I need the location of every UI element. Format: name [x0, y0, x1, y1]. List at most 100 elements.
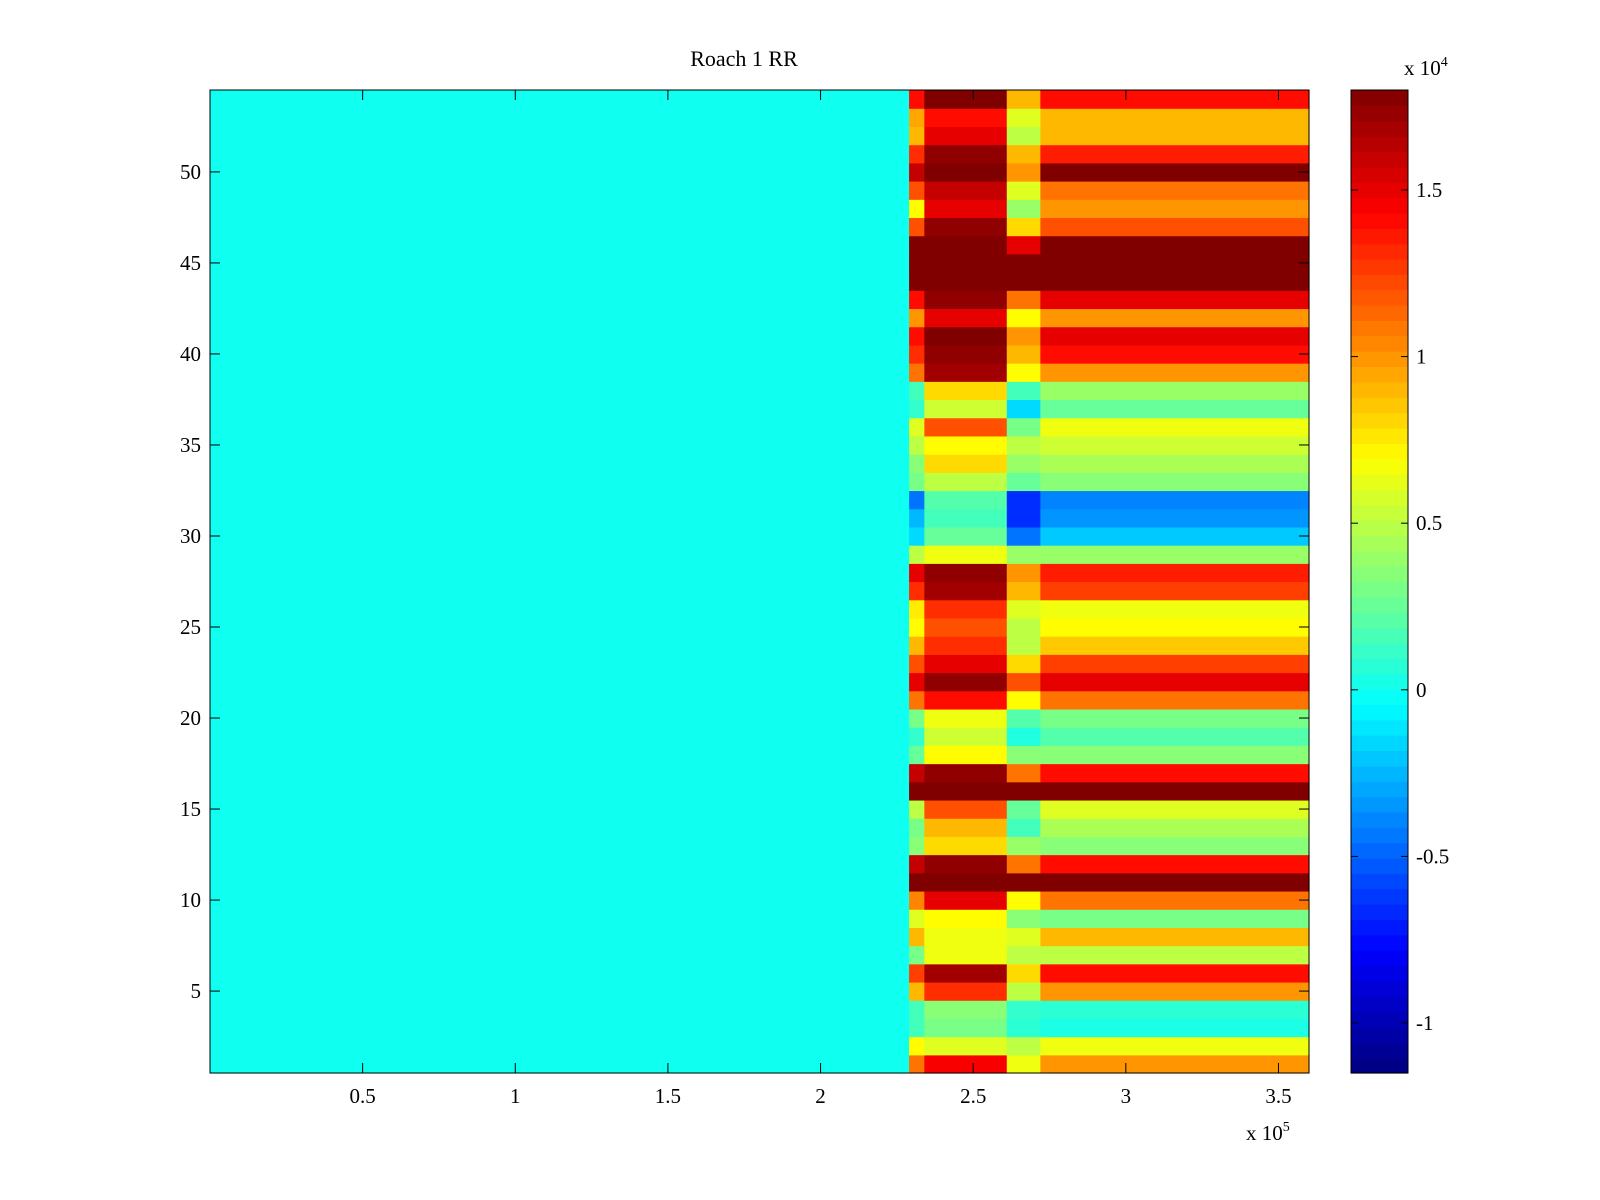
heatmap-cell-row-33-onset — [909, 472, 925, 492]
colorbar-band — [1351, 243, 1408, 260]
heatmap-cell-row-39-onset — [909, 363, 925, 382]
heatmap-cell-row-15-baseline — [210, 799, 910, 819]
heatmap-cell-row-20-transition — [1006, 708, 1041, 728]
heatmap-cell-row-43-late — [1040, 290, 1310, 310]
heatmap-cell-row-16-onset — [909, 781, 925, 801]
heatmap-cell-row-3-late — [1040, 1018, 1310, 1038]
heatmap-cell-row-18-late — [1040, 745, 1310, 765]
heatmap-cell-row-8-early — [924, 927, 1008, 947]
colorbar-band — [1351, 950, 1408, 967]
chart-title: Roach 1 RR — [690, 46, 798, 71]
heatmap-cell-row-36-late — [1040, 417, 1310, 437]
heatmap-cell-row-33-baseline — [210, 472, 910, 492]
heatmap-cell-row-13-baseline — [210, 836, 910, 856]
heatmap-cell-row-41-baseline — [210, 326, 910, 346]
heatmap-cell-row-20-early — [924, 708, 1008, 728]
heatmap-cell-row-14-onset — [909, 818, 925, 837]
heatmap-cell-row-43-baseline — [210, 290, 910, 310]
heatmap-cell-row-51-baseline — [210, 144, 910, 164]
heatmap-cell-row-30-early — [924, 526, 1008, 546]
heatmap-cell-row-2-late — [1040, 1036, 1310, 1056]
heatmap-cell-row-20-late — [1040, 708, 1310, 728]
colorbar-band — [1351, 888, 1408, 905]
heatmap-cell-row-21-transition — [1006, 690, 1041, 710]
heatmap-cell-row-25-early — [924, 617, 1008, 637]
heatmap-cell-row-52-early — [924, 126, 1008, 146]
colorbar-band — [1351, 381, 1408, 398]
colorbar-band — [1351, 873, 1408, 890]
heatmap-cell-row-17-late — [1040, 763, 1310, 783]
colorbar-axis: -1 -0.5 0 0.5 1 1.5 — [1351, 178, 1449, 1035]
heatmap-cell-row-35-baseline — [210, 435, 910, 455]
heatmap-cell-row-34-baseline — [210, 454, 910, 473]
colorbar-band — [1351, 689, 1408, 705]
colorbar-tick-label: -0.5 — [1416, 844, 1449, 868]
heatmap-cell-row-44-transition — [1006, 272, 1041, 291]
heatmap-cell-row-35-onset — [909, 435, 925, 455]
heatmap-cell-row-42-transition — [1006, 308, 1041, 328]
heatmap-cell-row-30-late — [1040, 526, 1310, 546]
heatmap-cell-row-16-early — [924, 781, 1008, 801]
x-tick-label: 2.5 — [960, 1084, 986, 1108]
heatmap-cell-row-48-onset — [909, 199, 925, 219]
heatmap-cell-row-32-onset — [909, 490, 925, 510]
heatmap-cell-row-5-baseline — [210, 981, 910, 1001]
colorbar-tick-label: 0.5 — [1416, 511, 1442, 535]
heatmap-cell-row-18-transition — [1006, 745, 1041, 765]
heatmap-cell-row-21-baseline — [210, 690, 910, 710]
colorbar-band — [1351, 965, 1408, 982]
colorbar-exponent: x 104 — [1404, 55, 1448, 80]
heatmap-cell-row-27-late — [1040, 581, 1310, 601]
heatmap-cell-row-35-early — [924, 435, 1008, 455]
colorbar-band — [1351, 1026, 1408, 1043]
colorbar-tick-label: 1 — [1416, 345, 1427, 369]
heatmap-cell-row-12-late — [1040, 854, 1310, 874]
colorbar-band — [1351, 934, 1408, 951]
heatmap-cell-row-1-onset — [909, 1054, 925, 1074]
colorbar-band — [1351, 105, 1408, 122]
heatmap-cell-row-27-baseline — [210, 581, 910, 601]
heatmap-cell-row-4-baseline — [210, 1000, 910, 1019]
heatmap-cell-row-40-transition — [1006, 344, 1041, 364]
heatmap-cell-row-14-early — [924, 818, 1008, 837]
heatmap-cell-row-13-late — [1040, 836, 1310, 856]
colorbar-band — [1351, 673, 1408, 690]
heatmap-cell-row-21-onset — [909, 690, 925, 710]
heatmap-cell-row-9-transition — [1006, 909, 1041, 928]
heatmap-cell-row-26-baseline — [210, 599, 910, 619]
heatmap-cell-row-11-transition — [1006, 872, 1041, 892]
colorbar-band — [1351, 750, 1408, 767]
heatmap-cell-row-43-transition — [1006, 290, 1041, 310]
heatmap-cell-row-23-late — [1040, 654, 1310, 674]
heatmap-cell-row-37-early — [924, 399, 1008, 419]
heatmap-cell-row-9-early — [924, 909, 1008, 928]
heatmap-cell-row-34-transition — [1006, 454, 1041, 473]
heatmap-cell-row-3-transition — [1006, 1018, 1041, 1038]
y-tick-label: 5 — [191, 979, 202, 1003]
heatmap-cell-row-51-onset — [909, 144, 925, 164]
heatmap-cell-row-53-baseline — [210, 108, 910, 127]
heatmap-cell-row-45-baseline — [210, 253, 910, 273]
heatmap-cell-row-22-late — [1040, 672, 1310, 692]
heatmap-cell-row-27-onset — [909, 581, 925, 601]
heatmap-cell-row-12-onset — [909, 854, 925, 874]
heatmap-cell-row-18-early — [924, 745, 1008, 765]
heatmap-cell-row-30-onset — [909, 526, 925, 546]
heatmap-cell-row-37-transition — [1006, 399, 1041, 419]
colorbar-band — [1351, 274, 1408, 291]
heatmap-cell-row-28-early — [924, 563, 1008, 583]
heatmap-cell-row-6-transition — [1006, 963, 1041, 983]
heatmap-cell-row-17-onset — [909, 763, 925, 783]
heatmap-cell-row-42-late — [1040, 308, 1310, 328]
heatmap-cell-row-48-early — [924, 199, 1008, 219]
colorbar-band — [1351, 596, 1408, 613]
y-tick-label: 20 — [180, 706, 201, 730]
colorbar-band — [1351, 581, 1408, 598]
heatmap-cell-row-10-onset — [909, 890, 925, 910]
heatmap-cell-row-35-transition — [1006, 435, 1041, 455]
colorbar-band — [1351, 919, 1408, 936]
heatmap-cell-row-5-onset — [909, 981, 925, 1001]
colorbar-band — [1351, 520, 1408, 537]
heatmap-cell-row-11-onset — [909, 872, 925, 892]
